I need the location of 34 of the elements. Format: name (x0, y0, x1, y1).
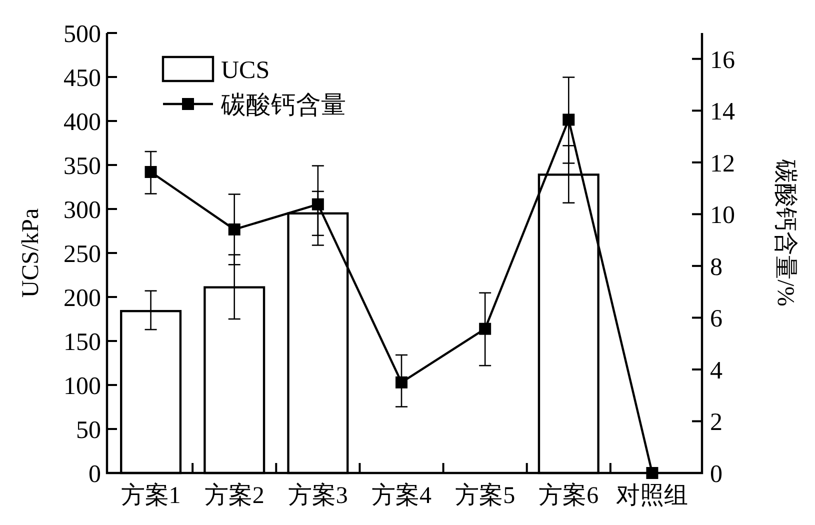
y2-tick-label: 8 (710, 254, 722, 281)
y2-tick-label: 6 (710, 306, 722, 333)
y-axis-title: UCS/kPa (18, 208, 44, 298)
x-tick-label: 方案4 (372, 482, 432, 509)
x-tick-label: 对照组 (616, 483, 688, 509)
y-tick-label: 250 (64, 241, 101, 268)
legend-label: 碳酸钙含量 (220, 92, 346, 119)
y2-tick-label: 10 (710, 202, 735, 230)
y2-tick-label: 4 (710, 357, 723, 384)
y2-tick-label: 16 (710, 46, 735, 74)
y2-tick-label: 2 (710, 409, 722, 436)
point (479, 322, 492, 335)
x-tick-label: 方案3 (288, 482, 348, 509)
y-tick-label: 500 (64, 21, 101, 48)
y-tick-label: 0 (88, 461, 101, 488)
y-tick-label: 450 (64, 65, 101, 92)
x-tick-label: 方案5 (455, 482, 516, 509)
y2-tick-label: 14 (710, 98, 736, 126)
y-tick-label: 50 (76, 417, 101, 444)
x-tick-label: 方案6 (538, 482, 599, 509)
y-tick-label: 400 (64, 109, 101, 136)
x-tick-label: 方案2 (204, 482, 264, 509)
y2-tick-label: 0 (710, 461, 722, 488)
y2-axis-title: 碳酸钙含量/% (772, 158, 798, 306)
y-tick-label: 350 (64, 153, 101, 180)
point (312, 198, 324, 210)
x-tick-label: 方案1 (120, 482, 181, 509)
point (396, 376, 408, 388)
legend-label: UCS (221, 57, 270, 84)
y-tick-label: 150 (64, 329, 101, 356)
y-tick-label: 100 (64, 373, 101, 400)
y-tick-label: 300 (64, 197, 101, 224)
y-tick-label: 200 (64, 285, 101, 312)
y2-tick-label: 12 (710, 150, 735, 178)
